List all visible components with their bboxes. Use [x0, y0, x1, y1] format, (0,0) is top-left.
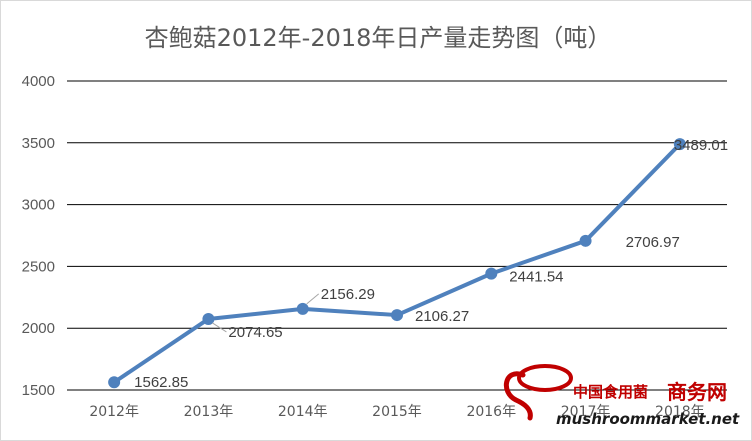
x-tick-label: 2012年 — [89, 404, 139, 420]
x-tick-label: 2015年 — [372, 404, 422, 420]
data-point — [579, 234, 592, 247]
gridlines — [67, 80, 727, 391]
data-label: 2106.27 — [415, 308, 469, 325]
data-point — [391, 309, 403, 322]
y-tick-label: 3500 — [22, 135, 55, 152]
x-tick-label: 2016年 — [466, 404, 516, 420]
data-labels: 1562.85 2074.65 2156.29 2106.27 2441.54 2706.… — [134, 137, 728, 391]
y-tick-label: 4000 — [22, 73, 55, 90]
data-point — [108, 376, 121, 389]
data-label: 1562.85 — [134, 374, 188, 391]
x-tick-label: 2013年 — [184, 404, 234, 420]
watermark-logo-ring-icon — [517, 364, 573, 392]
x-tick-label: 2017年 — [561, 404, 611, 420]
data-label: 2074.65 — [228, 324, 282, 341]
watermark-cn-text: 中国食用菌 — [573, 383, 648, 401]
watermark-en-text: mushroommarket.net — [556, 410, 740, 428]
data-label: 2441.54 — [509, 269, 563, 286]
watermark: 中国食用菌 商务网 mushroommarket.net — [503, 364, 740, 428]
data-label: 2156.29 — [321, 286, 375, 303]
y-tick-label: 2500 — [22, 258, 55, 275]
watermark-cn-brand: 商务网 — [667, 380, 727, 404]
data-point — [202, 312, 215, 325]
watermark-logo-icon — [503, 371, 533, 421]
data-point — [485, 267, 498, 280]
series-line — [108, 138, 686, 389]
y-tick-label: 2000 — [22, 320, 55, 337]
y-tick-label: 3000 — [22, 197, 55, 214]
data-label: 3489.01 — [674, 137, 728, 154]
data-point — [296, 302, 309, 315]
y-tick-label: 1500 — [22, 382, 55, 399]
x-axis: 2012年 2013年 2014年 2015年 2016年 2017年 2018年 — [89, 404, 704, 420]
y-axis: 1500 2000 2500 3000 3500 4000 — [22, 73, 55, 399]
x-tick-label: 2014年 — [278, 404, 328, 420]
series-line-path — [113, 142, 682, 384]
chart-title: 杏鲍菇2012年-2018年日产量走势图（吨） — [145, 24, 612, 52]
x-tick-label: 2018年 — [655, 404, 705, 420]
data-point — [673, 138, 686, 151]
label-leader-line — [212, 322, 227, 333]
data-label: 2706.97 — [626, 234, 680, 251]
label-leader-line — [306, 293, 320, 305]
